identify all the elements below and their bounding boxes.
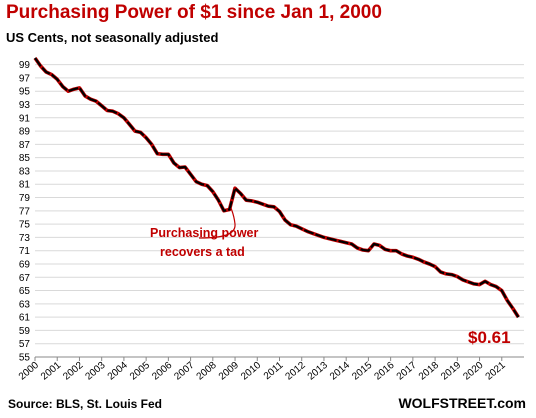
y-axis-ticks: 99 97 95 93 91 89 87 85 83 81 79 77 75 73 71 69 67 65 63 61… bbox=[19, 60, 31, 363]
x-axis-ticks: 2000200120022003200420052006200720082009… bbox=[17, 357, 508, 383]
y-tick-label: 83 bbox=[19, 166, 31, 177]
y-tick-label: 77 bbox=[19, 206, 31, 217]
x-tick-label: 2006 bbox=[150, 360, 174, 383]
y-tick-label: 85 bbox=[19, 153, 31, 164]
x-tick-label: 2010 bbox=[239, 360, 263, 383]
x-tick-label: 2005 bbox=[128, 360, 152, 383]
annotation-line2: recovers a tad bbox=[160, 245, 245, 259]
data-series bbox=[33, 56, 520, 319]
x-tick-label: 2003 bbox=[83, 360, 107, 383]
y-tick-label: 63 bbox=[19, 299, 31, 310]
y-tick-label: 73 bbox=[19, 233, 31, 244]
y-tick-label: 99 bbox=[19, 60, 31, 71]
y-tick-label: 59 bbox=[19, 326, 31, 337]
chart-subtitle: US Cents, not seasonally adjusted bbox=[6, 30, 219, 45]
y-tick-label: 69 bbox=[19, 259, 31, 270]
y-tick-label: 93 bbox=[19, 100, 31, 111]
y-tick-label: 65 bbox=[19, 286, 31, 297]
x-tick-label: 2007 bbox=[172, 360, 196, 383]
y-tick-label: 57 bbox=[19, 339, 31, 350]
y-tick-label: 81 bbox=[19, 180, 31, 191]
x-tick-label: 2021 bbox=[484, 360, 508, 383]
y-tick-label: 55 bbox=[19, 353, 31, 364]
y-tick-label: 87 bbox=[19, 140, 31, 151]
x-tick-label: 2001 bbox=[39, 360, 63, 383]
x-tick-label: 2013 bbox=[306, 360, 330, 383]
series-line-highlight bbox=[33, 56, 520, 319]
x-tick-label: 2011 bbox=[262, 360, 286, 383]
x-tick-label: 2012 bbox=[284, 360, 308, 383]
y-tick-label: 71 bbox=[19, 246, 31, 257]
y-tick-label: 75 bbox=[19, 220, 31, 231]
y-tick-label: 89 bbox=[19, 127, 31, 138]
y-tick-label: 79 bbox=[19, 193, 31, 204]
annotation-line1: Purchasing power bbox=[150, 226, 258, 240]
x-tick-label: 2019 bbox=[439, 360, 463, 383]
x-tick-label: 2008 bbox=[195, 360, 219, 383]
x-tick-label: 2018 bbox=[417, 360, 441, 383]
x-tick-label: 2002 bbox=[61, 360, 85, 383]
x-tick-label: 2015 bbox=[350, 360, 374, 383]
x-tick-label: 2014 bbox=[328, 360, 352, 383]
y-tick-label: 91 bbox=[19, 113, 31, 124]
x-tick-label: 2016 bbox=[372, 360, 396, 383]
y-tick-label: 97 bbox=[19, 73, 31, 84]
gridlines bbox=[35, 64, 524, 358]
brand-watermark: WOLFSTREET.com bbox=[398, 395, 526, 411]
x-tick-label: 2020 bbox=[461, 360, 485, 383]
y-tick-label: 95 bbox=[19, 87, 31, 98]
x-tick-label: 2017 bbox=[395, 360, 419, 383]
series-line bbox=[34, 57, 520, 318]
y-tick-label: 61 bbox=[19, 313, 31, 324]
x-tick-label: 2009 bbox=[217, 360, 241, 383]
source-note: Source: BLS, St. Louis Fed bbox=[8, 397, 163, 411]
end-value-label: $0.61 bbox=[468, 328, 511, 347]
chart-title: Purchasing Power of $1 since Jan 1, 2000 bbox=[6, 2, 382, 23]
y-tick-label: 67 bbox=[19, 273, 31, 284]
x-tick-label: 2004 bbox=[106, 360, 130, 383]
annotation-arrow bbox=[198, 207, 236, 239]
